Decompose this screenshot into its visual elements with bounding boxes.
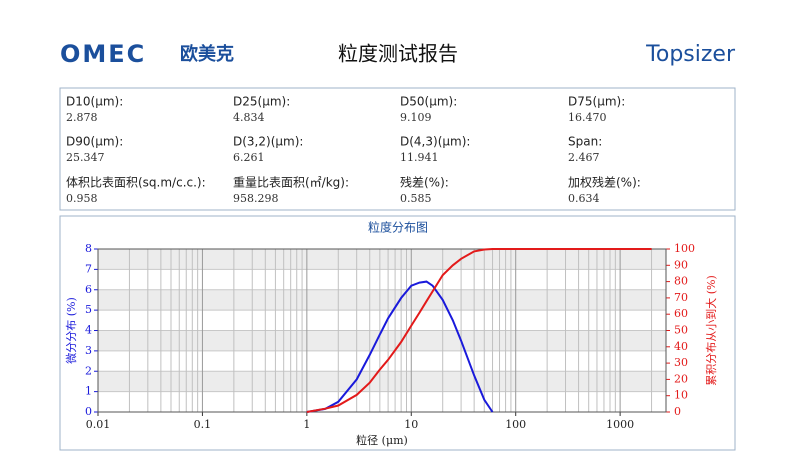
stat-value: 6.261 — [233, 151, 265, 164]
x-tick-label: 0.1 — [194, 418, 212, 431]
y2-tick-label: 20 — [674, 372, 688, 385]
stat-value: 16.470 — [568, 111, 607, 124]
y2-tick-label: 100 — [674, 242, 695, 255]
logo-cn: 欧美克 — [180, 43, 234, 65]
y2-axis-label: 累积分布从小到大 (%) — [704, 275, 718, 386]
y-tick-label: 0 — [85, 405, 92, 418]
stat-label: 加权残差(%): — [568, 176, 641, 190]
series-line — [306, 248, 652, 413]
stat-label: D50(μm): — [400, 95, 457, 109]
x-tick-label: 0.01 — [86, 418, 111, 431]
x-axis-label: 粒径 (μm) — [356, 433, 408, 447]
stat-value: 0.634 — [568, 192, 600, 205]
y2-tick-label: 70 — [674, 291, 688, 304]
plot-frame — [97, 248, 667, 413]
stat-label: D75(μm): — [568, 95, 625, 109]
stat-label: D(4,3)(μm): — [400, 135, 470, 149]
y2-tick-label: 90 — [674, 258, 688, 271]
y-tick-label: 8 — [85, 242, 92, 255]
y2-tick-label: 10 — [674, 389, 688, 402]
grid-band — [98, 371, 666, 392]
x-tick-label: 1 — [303, 418, 310, 431]
series-line — [306, 280, 494, 413]
x-tick-label: 10 — [404, 418, 418, 431]
x-tick-label: 100 — [505, 418, 526, 431]
stat-label: D10(μm): — [66, 95, 123, 109]
stat-value: 0.585 — [400, 192, 432, 205]
y-tick-label: 5 — [85, 303, 92, 316]
y-tick-label: 3 — [85, 344, 92, 357]
y2-tick-label: 40 — [674, 340, 688, 353]
y2-tick-label: 50 — [674, 324, 688, 337]
stat-label: 重量比表面积(㎡/kg): — [233, 176, 349, 190]
stat-label: D25(μm): — [233, 95, 290, 109]
y2-tick-label: 60 — [674, 307, 688, 320]
stats-box — [59, 87, 736, 211]
chart-box — [59, 215, 736, 451]
stat-value: 958.298 — [233, 192, 279, 205]
stat-label: 体积比表面积(sq.m/c.c.): — [66, 176, 206, 190]
stat-label: 残差(%): — [400, 176, 449, 190]
y-tick-label: 7 — [85, 262, 92, 275]
stat-label: D90(μm): — [66, 135, 123, 149]
y2-tick-label: 30 — [674, 356, 688, 369]
stat-value: 0.958 — [66, 192, 98, 205]
y-tick-label: 4 — [85, 324, 92, 337]
logo-text: OMEC — [60, 40, 146, 68]
report-title: 粒度测试报告 — [338, 42, 458, 66]
brand: Topsizer — [645, 42, 736, 67]
x-tick-label: 1000 — [606, 418, 634, 431]
grid-band — [98, 249, 666, 270]
y2-tick-label: 80 — [674, 275, 688, 288]
stat-value: 9.109 — [400, 111, 432, 124]
y-tick-label: 2 — [85, 364, 92, 377]
stat-label: D(3,2)(μm): — [233, 135, 303, 149]
y-tick-label: 1 — [85, 385, 92, 398]
y-axis-label: 微分分布 (%) — [64, 297, 78, 364]
stats: D10(μm): 2.878 D25(μm): 4.834 D50(μm): 9.109 D… — [66, 95, 641, 206]
stat-value: 25.347 — [66, 151, 105, 164]
stat-value: 4.834 — [233, 111, 265, 124]
chart: 粒度分布图01234567801020304050607080901000.01… — [64, 220, 718, 448]
y-tick-label: 6 — [85, 283, 92, 296]
grid-band — [98, 289, 666, 311]
chart-title: 粒度分布图 — [368, 220, 428, 235]
grid-band — [98, 330, 666, 351]
stat-value: 11.941 — [400, 151, 439, 164]
stat-value: 2.467 — [568, 151, 600, 164]
stat-value: 2.878 — [66, 111, 98, 124]
y2-tick-label: 0 — [674, 405, 681, 418]
stat-label: Span: — [568, 135, 602, 149]
